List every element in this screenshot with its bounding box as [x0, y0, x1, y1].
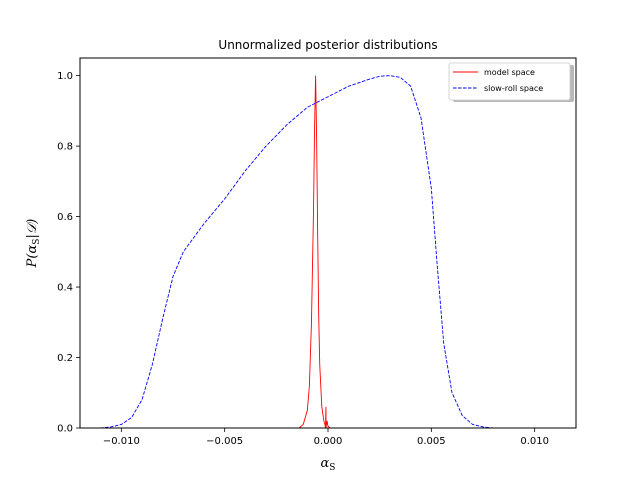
legend: model space slow-roll space	[448, 62, 574, 102]
x-tick-label: 0.005	[417, 436, 446, 447]
y-tick-label: 0.4	[57, 283, 73, 294]
y-tick-label: 1.0	[57, 71, 73, 82]
x-axis-ticks: −0.010 −0.005 0.000 0.005 0.010	[103, 428, 549, 447]
y-tick-label: 0.2	[57, 353, 73, 364]
x-tick-label: 0.000	[314, 436, 343, 447]
legend-label-model-space: model space	[484, 68, 535, 77]
legend-label-slow-roll-space: slow-roll space	[484, 84, 543, 93]
legend-box	[448, 62, 571, 101]
y-tick-label: 0.8	[57, 142, 73, 153]
y-tick-label: 0.0	[57, 424, 73, 435]
series-line-model-space	[298, 75, 335, 428]
y-axis-label: P(αS|𝒟)	[25, 219, 42, 269]
series-line-slow-roll-space	[80, 75, 576, 428]
y-tick-label: 0.6	[57, 212, 73, 223]
x-tick-label: −0.005	[206, 436, 243, 447]
x-tick-label: −0.010	[103, 436, 140, 447]
y-axis-ticks: 0.0 0.2 0.4 0.6 0.8 1.0	[57, 71, 80, 435]
chart-title: Unnormalized posterior distributions	[218, 38, 437, 52]
series-layer	[80, 75, 576, 428]
x-tick-label: 0.010	[520, 436, 549, 447]
